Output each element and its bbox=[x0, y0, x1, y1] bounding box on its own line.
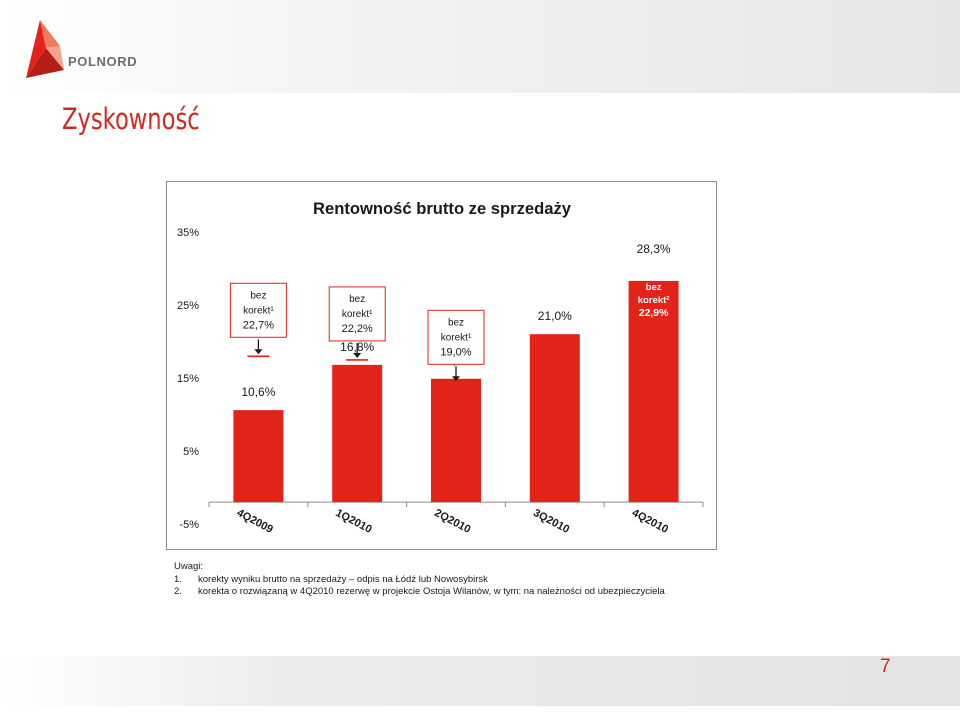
bar-chart: Rentowność brutto ze sprzedaży -5% 5% 15% 25… bbox=[177, 199, 704, 536]
notes: Uwagi: 1. korekty wyniku brutto na sprzed… bbox=[174, 561, 665, 599]
bar bbox=[332, 364, 383, 503]
adjusted-box bbox=[229, 282, 287, 338]
y-tick-label: 25% bbox=[177, 300, 199, 312]
adjusted-label: 22,7% bbox=[243, 319, 274, 331]
data-label: 10,6% bbox=[241, 385, 275, 399]
x-tick-label: 1Q2010 bbox=[334, 507, 374, 536]
adjusted-label: korekt¹ bbox=[243, 305, 274, 316]
bar bbox=[431, 378, 481, 503]
bar bbox=[529, 334, 580, 503]
chart-title: Rentowność brutto ze sprzedaży bbox=[313, 199, 572, 218]
header-band bbox=[0, 0, 960, 93]
y-tick-label: 5% bbox=[183, 446, 199, 458]
adjusted-label: 22,2% bbox=[342, 323, 373, 335]
adjusted-label: bez bbox=[646, 282, 662, 293]
note-number: 2. bbox=[174, 586, 182, 597]
adjusted-label: bez bbox=[448, 317, 464, 328]
bar bbox=[233, 410, 284, 503]
down-arrow-head bbox=[353, 352, 362, 358]
adjusted-box bbox=[328, 286, 386, 342]
adjusted-label: bez bbox=[250, 290, 266, 301]
adjusted-label: korekt² bbox=[638, 295, 670, 306]
x-tick-label: 2Q2010 bbox=[432, 507, 472, 536]
x-tick-label: 3Q2010 bbox=[531, 507, 571, 536]
note-number: 1. bbox=[174, 573, 182, 585]
adjusted-box bbox=[427, 309, 485, 365]
adjusted-label: 19,0% bbox=[440, 346, 471, 358]
adjusted-label: 22,9% bbox=[639, 307, 669, 319]
adjusted-label: korekt¹ bbox=[342, 309, 373, 320]
polnord-logo-icon bbox=[26, 20, 64, 78]
page-title: Zyskowność bbox=[62, 102, 200, 136]
adjusted-label: bez bbox=[349, 294, 365, 305]
data-label: 28,3% bbox=[637, 242, 671, 256]
note-text: korekta o rozwiązaną w 4Q2010 rezerwę w … bbox=[198, 586, 665, 597]
notes-heading: Uwagi: bbox=[174, 561, 204, 572]
x-tick-label: 4Q2010 bbox=[630, 507, 670, 536]
y-tick-label: -5% bbox=[179, 519, 199, 531]
note-text: korekty wyniku brutto na sprzedaży – odp… bbox=[198, 573, 488, 585]
bar bbox=[628, 280, 679, 503]
y-tick-label: 35% bbox=[177, 227, 199, 239]
note-item: 2. korekta o rozwiązaną w 4Q2010 rezerwę … bbox=[174, 586, 665, 599]
note-item: 1. korekty wyniku brutto na sprzedaży – o… bbox=[174, 574, 665, 587]
adjusted-label: korekt¹ bbox=[441, 332, 472, 343]
brand-name: POLNORD bbox=[68, 54, 138, 69]
down-arrow-head bbox=[254, 349, 263, 355]
data-label: 21,0% bbox=[538, 309, 572, 323]
down-arrow-head bbox=[452, 376, 460, 382]
footer-band bbox=[0, 656, 960, 706]
y-tick-label: 15% bbox=[177, 373, 199, 385]
chart-frame: Rentowność brutto ze sprzedaży -5% 5% 15% 25… bbox=[166, 181, 717, 550]
page-number: 7 bbox=[880, 656, 891, 677]
x-tick-label: 4Q2009 bbox=[235, 507, 275, 536]
